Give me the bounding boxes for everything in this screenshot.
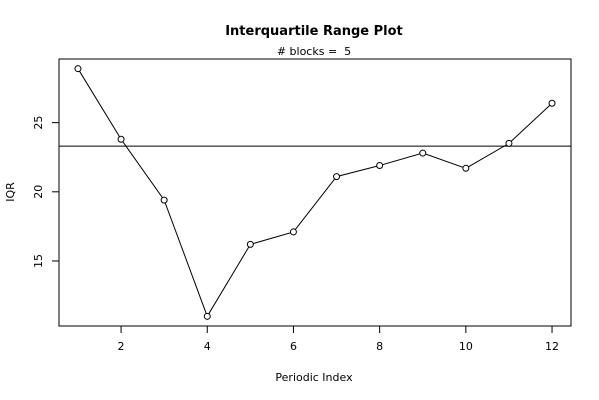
x-tick-label: 4	[204, 340, 211, 353]
data-point	[246, 240, 254, 248]
data-points	[74, 65, 556, 320]
data-point	[376, 162, 384, 170]
data-point	[117, 135, 125, 143]
x-tick-label: 12	[545, 340, 559, 353]
y-axis-label: IQR	[4, 182, 17, 202]
y-tick-label: 25	[32, 116, 45, 130]
data-point	[289, 228, 297, 236]
series-line	[77, 68, 553, 318]
data-point	[203, 312, 211, 320]
chart-title: Interquartile Range Plot	[225, 24, 403, 39]
data-point	[462, 164, 470, 172]
y-tick-label: 20	[32, 185, 45, 199]
y-tick-label: 15	[32, 254, 45, 268]
x-tick-label: 6	[290, 340, 297, 353]
data-point	[74, 65, 82, 73]
x-tick-label: 8	[376, 340, 383, 353]
chart-subtitle: # blocks = 5	[277, 45, 351, 58]
x-tick-label: 2	[118, 340, 125, 353]
data-point	[548, 99, 556, 107]
plot-frame	[58, 58, 572, 327]
x-tick-label: 10	[459, 340, 473, 353]
y-axis: 15 20 25	[32, 116, 59, 268]
data-point	[505, 139, 513, 147]
x-axis-label: Periodic Index	[275, 371, 353, 384]
x-axis: 2 4 6 8 10 12	[118, 326, 559, 353]
data-point	[333, 173, 341, 181]
data-point	[160, 196, 168, 204]
data-point	[419, 149, 427, 157]
